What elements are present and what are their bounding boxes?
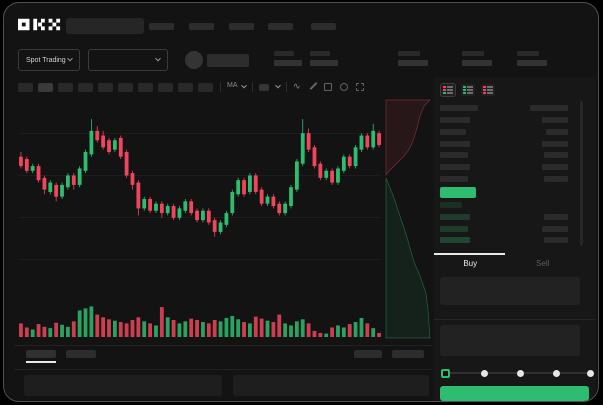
bottom-action-1[interactable] <box>354 350 382 358</box>
bottom-tab-indicator <box>26 361 56 363</box>
timeframe-button-7[interactable] <box>138 83 153 92</box>
stat-value-1 <box>274 60 302 66</box>
volume-chart[interactable] <box>18 301 382 339</box>
timeframe-button-5[interactable] <box>98 83 113 92</box>
depth-sidebar-chart[interactable] <box>384 98 432 345</box>
slider-step-0-selected[interactable] <box>441 369 450 378</box>
order-book-row[interactable] <box>440 237 574 244</box>
order-book-scrollbar[interactable] <box>580 101 583 246</box>
nav-item-3[interactable] <box>229 23 254 30</box>
bottom-panel-right <box>233 375 429 396</box>
order-side-tabs: Buy Sell <box>434 253 579 273</box>
stat-label-4 <box>462 51 484 56</box>
timeframe-button-3[interactable] <box>58 83 73 92</box>
chevron-down-icon <box>155 55 161 62</box>
order-book-row[interactable] <box>440 213 574 221</box>
stat-label-3 <box>398 51 420 56</box>
indicator-button[interactable] <box>259 84 269 91</box>
stat-label-1 <box>274 51 294 56</box>
slider-step-25[interactable] <box>481 370 488 377</box>
gridline <box>18 175 382 176</box>
timeframe-button-6[interactable] <box>118 83 133 92</box>
market-type-selector[interactable]: Spot Trading <box>18 49 80 71</box>
order-book-row[interactable] <box>440 152 574 159</box>
bottom-panel-left <box>24 375 222 396</box>
app-window: Spot Trading MA ∿ <box>3 2 599 402</box>
tab-sell[interactable]: Sell <box>536 258 550 268</box>
amount-input[interactable] <box>440 325 580 356</box>
order-book-row[interactable] <box>440 128 574 136</box>
chevron-down-icon[interactable] <box>241 82 247 89</box>
order-book-row[interactable] <box>440 202 574 209</box>
tab-buy[interactable]: Buy <box>434 253 507 273</box>
settings-gear-icon[interactable] <box>340 83 348 91</box>
order-book-row[interactable] <box>440 176 574 183</box>
orderbook-view-bids-icon[interactable] <box>461 84 475 96</box>
orderbook-view-combined-icon[interactable] <box>440 83 456 97</box>
nav-item-1[interactable] <box>149 23 174 30</box>
stat-value-4 <box>462 60 492 66</box>
divider <box>434 319 596 320</box>
chevron-down-icon <box>67 55 73 62</box>
divider <box>14 369 432 370</box>
price-input[interactable] <box>440 277 580 305</box>
okx-logo-icon <box>18 18 61 31</box>
slider-step-100[interactable] <box>587 370 594 377</box>
gridline <box>18 259 382 260</box>
wave-tool-icon[interactable]: ∿ <box>293 81 301 91</box>
nav-item-4[interactable] <box>268 23 293 30</box>
gridline <box>18 133 382 134</box>
active-tab-indicator <box>434 253 505 255</box>
orderbook-view-asks-icon[interactable] <box>481 84 495 96</box>
pair-name-skeleton <box>207 54 249 67</box>
order-book-row[interactable] <box>440 225 574 233</box>
bottom-tab-2[interactable] <box>66 350 96 358</box>
fullscreen-icon[interactable] <box>356 83 364 91</box>
divider <box>14 345 432 346</box>
stat-value-2 <box>310 60 338 66</box>
order-book-row[interactable] <box>440 140 574 148</box>
camera-icon[interactable] <box>324 83 332 91</box>
order-book-rows[interactable] <box>434 103 580 253</box>
coin-avatar <box>185 51 203 69</box>
nav-item-2[interactable] <box>189 23 214 30</box>
slider-step-50[interactable] <box>517 370 524 377</box>
nav-item-5[interactable] <box>311 23 336 30</box>
gridline <box>18 217 382 218</box>
candlestick-chart[interactable] <box>18 99 382 299</box>
stat-value-3 <box>398 60 428 66</box>
market-type-label: Spot Trading <box>26 56 66 64</box>
stat-label-2 <box>310 51 330 56</box>
timeframe-button-9[interactable] <box>178 83 193 92</box>
bottom-action-2[interactable] <box>392 350 424 358</box>
stat-value-5 <box>517 60 547 66</box>
timeframe-button-1[interactable] <box>18 83 33 92</box>
draw-tool-icon[interactable] <box>309 82 318 90</box>
timeframe-button-2-active[interactable] <box>38 83 53 92</box>
pair-selector-dropdown[interactable] <box>88 49 168 71</box>
slider-step-75[interactable] <box>553 370 560 377</box>
buy-submit-button[interactable] <box>440 386 589 401</box>
order-book-row[interactable] <box>440 105 574 112</box>
search-input[interactable] <box>66 18 144 34</box>
bottom-tab-1-active[interactable] <box>26 350 56 358</box>
last-price-bar[interactable] <box>440 187 476 198</box>
chevron-down-icon[interactable] <box>275 82 281 89</box>
order-book-row[interactable] <box>440 117 574 124</box>
timeframe-button-4[interactable] <box>78 83 93 92</box>
timeframe-button-10[interactable] <box>198 83 213 92</box>
timeframe-button-8[interactable] <box>158 83 173 92</box>
okx-logo[interactable] <box>18 18 62 32</box>
stat-label-5 <box>517 51 539 56</box>
ma-indicator-button[interactable]: MA <box>227 82 238 89</box>
order-book-row[interactable] <box>440 164 574 171</box>
